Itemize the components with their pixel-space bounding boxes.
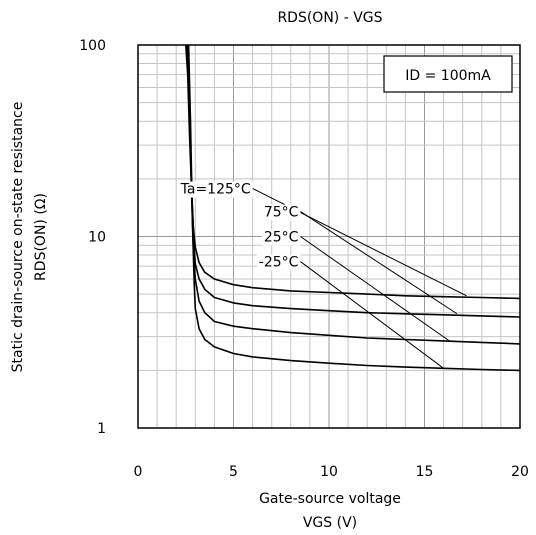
- grid-lines: [138, 45, 520, 428]
- x-tick-label: 20: [511, 464, 529, 480]
- x-tick-label: 10: [320, 464, 338, 480]
- plot-frame: [137, 44, 521, 429]
- y-tick-label: 10: [88, 230, 106, 246]
- chart-title: RDS(ON) - VGS: [277, 10, 382, 26]
- condition-label: ID = 100mA: [405, 68, 491, 84]
- leader-line-1: [300, 211, 458, 315]
- curve-label-bg-3: [256, 254, 301, 271]
- x-tick-label: 0: [134, 464, 143, 480]
- y-tick-label: 1: [97, 421, 106, 437]
- x-tick-label: 5: [229, 464, 238, 480]
- curve-labels-group: Ta=125°C 75°C 25°C -25°C: [177, 181, 467, 369]
- curve-label-2: 25°C: [264, 230, 299, 246]
- condition-box: [383, 55, 513, 93]
- curve-label-bg-1: [261, 204, 301, 221]
- x-axis-label: Gate-source voltage: [259, 491, 401, 507]
- tick-labels-group: 0 5 10 15 20 1 10 100: [79, 38, 529, 480]
- curve-label-bg-2: [261, 229, 301, 246]
- x-axis-unit-label: VGS (V): [303, 515, 357, 531]
- y-axis-label: Static drain-source on-state resistance: [10, 102, 26, 373]
- series-curve-3: [187, 44, 521, 372]
- leader-line-3: [300, 261, 444, 369]
- curve-label-bg-0: [177, 181, 253, 198]
- curve-label-3: -25°C: [259, 255, 299, 271]
- curves-group: [185, 44, 521, 372]
- leader-line-2: [300, 236, 450, 342]
- x-tick-label: 15: [416, 464, 434, 480]
- curve-label-1: 75°C: [264, 205, 299, 221]
- y-tick-label: 100: [79, 38, 106, 54]
- y-axis-unit-label: RDS(ON) (Ω): [33, 193, 49, 281]
- curve-label-0: Ta=125°C: [180, 182, 251, 198]
